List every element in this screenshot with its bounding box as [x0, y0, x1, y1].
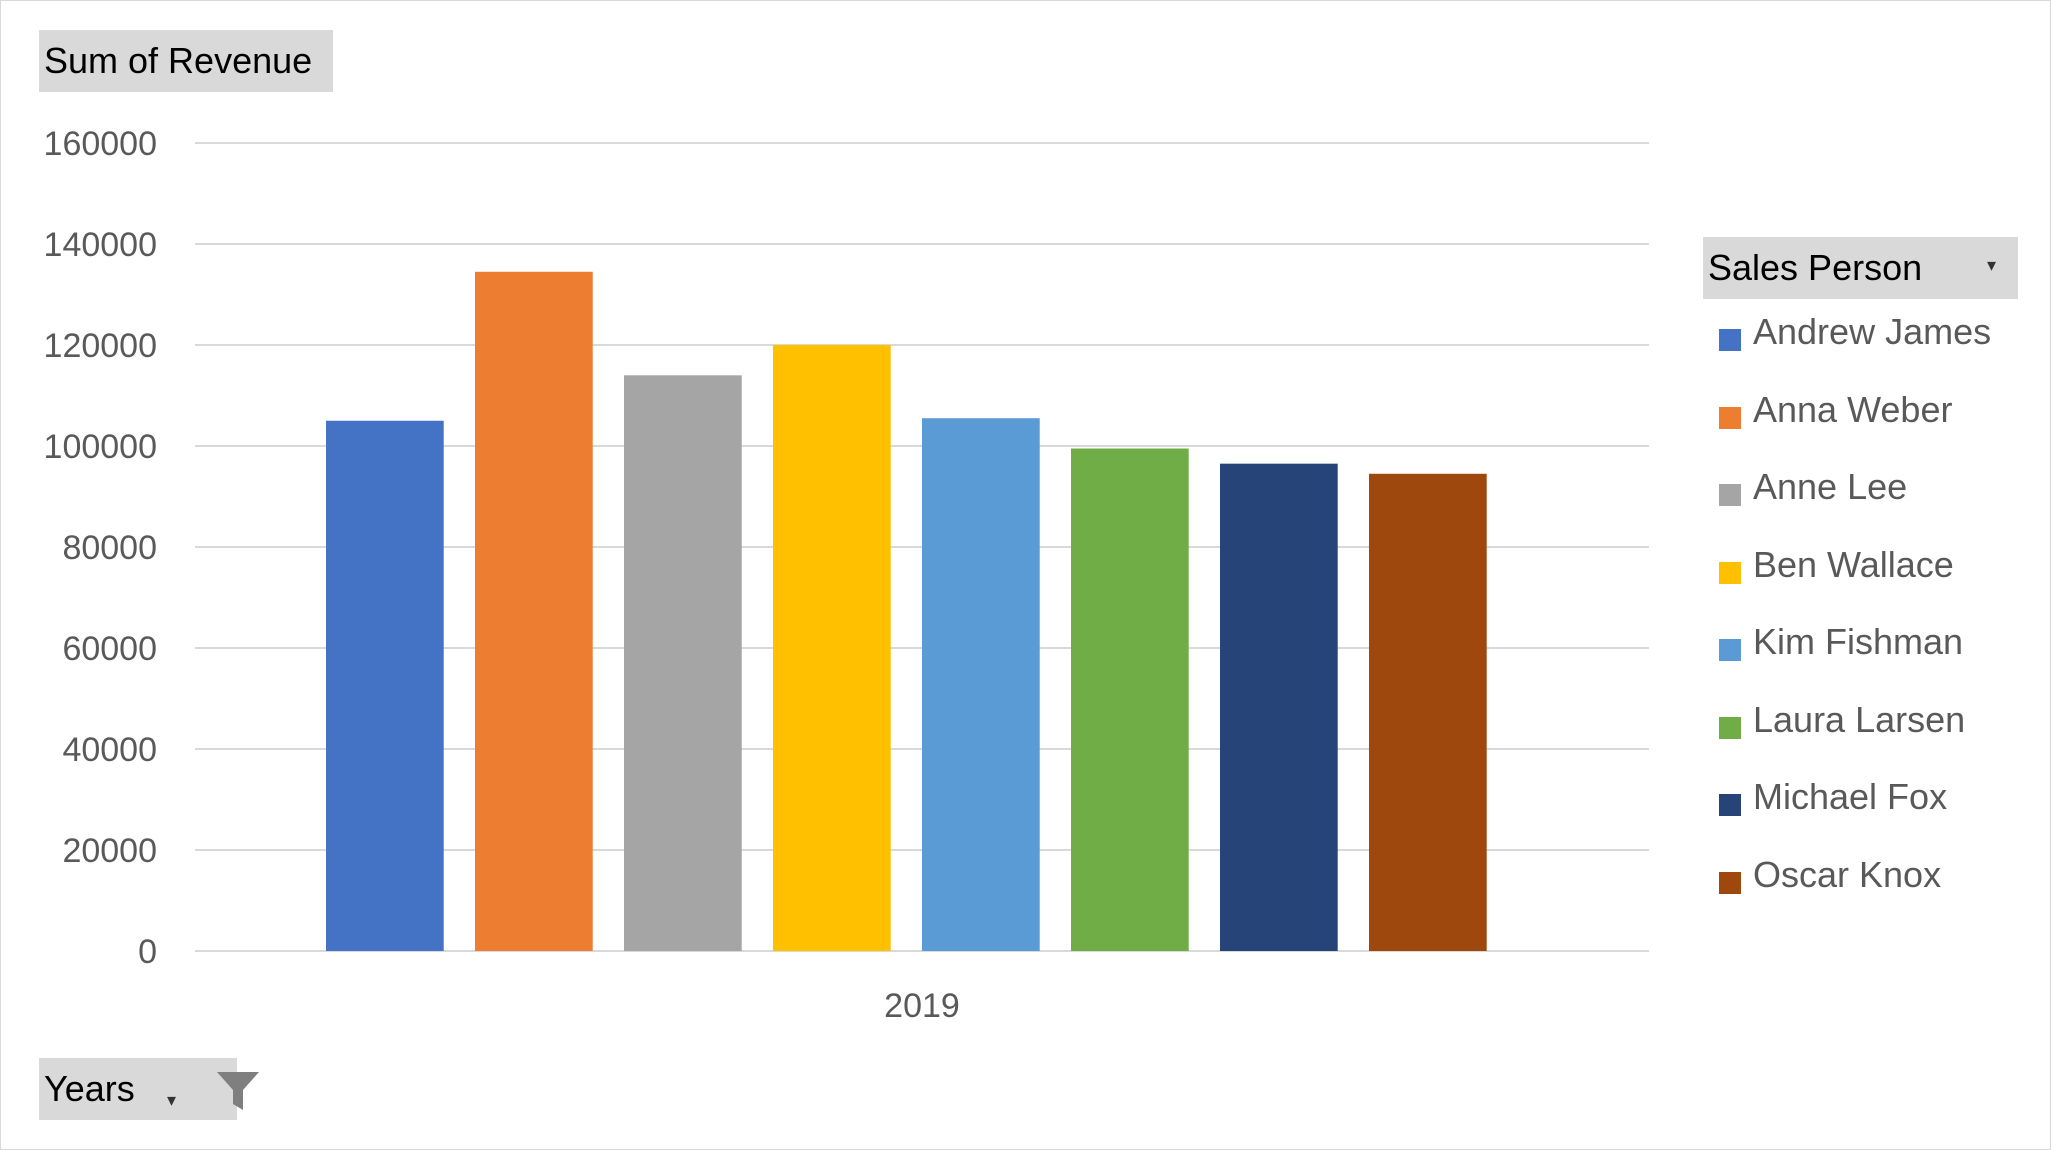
dropdown-arrow-icon: ▾ — [167, 1090, 177, 1110]
legend-swatch — [1719, 794, 1741, 816]
value-field-button[interactable]: Sum of Revenue — [39, 30, 333, 92]
y-tick-label: 80000 — [62, 529, 157, 567]
y-tick-label: 140000 — [44, 226, 157, 264]
legend-swatch — [1719, 406, 1741, 429]
legend-item[interactable]: Andrew James — [1719, 311, 1991, 389]
legend-item[interactable]: Anna Weber — [1719, 389, 1991, 467]
y-tick-label: 40000 — [62, 731, 157, 769]
axis-field-label: Years — [44, 1068, 135, 1109]
legend-swatch — [1719, 329, 1741, 351]
legend-swatch — [1719, 484, 1741, 506]
legend-label: Anne Lee — [1753, 466, 1908, 507]
bar-oscar-knox[interactable] — [1369, 473, 1487, 951]
legend-label: Andrew James — [1753, 311, 1992, 352]
bar-anne-lee[interactable] — [624, 375, 742, 951]
y-tick-label: 20000 — [62, 832, 157, 870]
y-tick-label: 0 — [138, 933, 157, 971]
legend-item[interactable]: Ben Wallace — [1719, 544, 1991, 622]
y-tick-label: 100000 — [44, 428, 157, 466]
legend-field-label: Sales Person — [1708, 247, 1923, 288]
legend-label: Kim Fishman — [1753, 621, 1964, 662]
legend-item[interactable]: Michael Fox — [1719, 776, 1991, 854]
legend-swatch — [1719, 639, 1741, 661]
legend-field-button[interactable]: Sales Person ▾ — [1703, 237, 2018, 299]
y-tick-label: 60000 — [62, 630, 157, 668]
legend-swatch — [1719, 716, 1741, 739]
legend-label: Anna Weber — [1753, 388, 1953, 430]
bar-andrew-james[interactable] — [326, 420, 444, 951]
filter-funnel-icon — [217, 1072, 259, 1110]
legend-label: Oscar Knox — [1753, 853, 1942, 895]
legend-swatch — [1719, 561, 1741, 584]
legend-label: Ben Wallace — [1753, 543, 1954, 585]
bar-ben-wallace[interactable] — [773, 345, 891, 951]
legend-swatch — [1719, 871, 1741, 894]
legend-label: Laura Larsen — [1753, 698, 1966, 740]
x-category-label: 2019 — [884, 987, 960, 1025]
y-axis: 0 20000 40000 60000 80000 100000 120000 140000 1… — [44, 125, 157, 971]
y-tick-label: 120000 — [44, 327, 157, 365]
axis-field-button[interactable]: Years ▾ — [39, 1058, 259, 1120]
bars — [326, 271, 1487, 952]
bar-michael-fox[interactable] — [1220, 463, 1338, 951]
legend-item[interactable]: Anne Lee — [1719, 466, 1991, 544]
legend: Andrew James Anna Weber Anne Lee Ben Wallac… — [1719, 311, 1991, 931]
legend-item[interactable]: Laura Larsen — [1719, 699, 1991, 777]
bar-anna-weber[interactable] — [475, 271, 593, 951]
bar-laura-larsen[interactable] — [1071, 448, 1189, 951]
legend-item[interactable]: Oscar Knox — [1719, 854, 1991, 932]
y-tick-label: 160000 — [44, 125, 157, 163]
legend-label: Michael Fox — [1753, 776, 1948, 817]
dropdown-arrow-icon: ▾ — [1986, 255, 1996, 275]
x-axis: 2019 — [884, 987, 960, 1025]
legend-item[interactable]: Kim Fishman — [1719, 621, 1991, 699]
bar-kim-fishman[interactable] — [922, 418, 1040, 952]
value-field-label: Sum of Revenue — [44, 40, 313, 81]
